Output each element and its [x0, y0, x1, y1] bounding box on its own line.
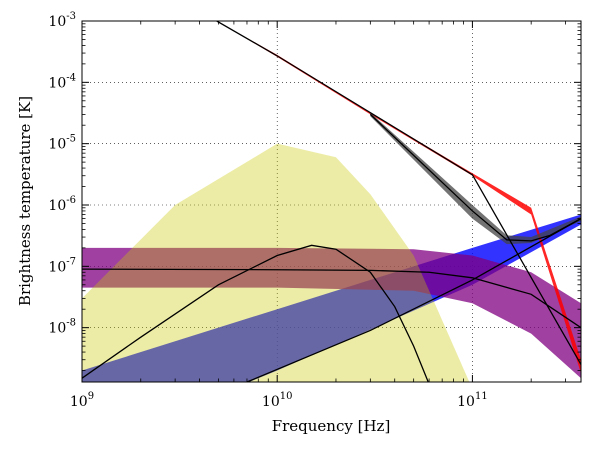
x-tick-label-base: 10	[457, 394, 475, 410]
x-tick-label-base: 10	[70, 394, 88, 410]
free-free-best-fit-line	[82, 268, 581, 329]
spinning-dust-best-fit-line	[82, 244, 429, 382]
series-lines	[82, 21, 581, 382]
y-tick-label: 10-3	[48, 11, 76, 30]
y-tick-label-exponent: -3	[66, 11, 76, 22]
y-tick-label: 10-5	[48, 134, 76, 153]
x-tick-label-exponent: 9	[88, 391, 94, 402]
y-tick-labels: 10-310-410-510-610-710-8	[48, 11, 76, 337]
cmb-best-fit-line	[216, 21, 581, 365]
plot-frame	[81, 20, 582, 383]
x-tick-label: 109	[70, 391, 94, 410]
y-tick-label: 10-4	[48, 72, 76, 91]
free-free-band	[82, 247, 581, 379]
y-tick-label-exponent: -5	[66, 134, 76, 145]
ticks	[81, 20, 581, 382]
y-tick-label: 10-6	[48, 195, 76, 214]
y-tick-label-base: 10	[48, 75, 66, 91]
x-axis-label: Frequency [Hz]	[272, 417, 391, 435]
y-tick-label: 10-7	[48, 256, 76, 275]
x-tick-label-exponent: 11	[475, 391, 488, 402]
y-tick-label-exponent: -6	[66, 195, 76, 206]
cmb-band	[216, 21, 581, 374]
y-tick-label-exponent: -4	[66, 72, 76, 83]
x-tick-label: 1011	[457, 391, 488, 410]
y-tick-label-base: 10	[48, 321, 66, 337]
series-bands	[82, 21, 581, 382]
y-tick-label: 10-8	[48, 318, 76, 337]
x-tick-label-exponent: 10	[280, 391, 293, 402]
spinning-dust-band	[82, 143, 470, 382]
x-tick-labels: 109 1010 1011	[70, 391, 488, 410]
y-tick-label-base: 10	[48, 137, 66, 153]
y-tick-label-base: 10	[48, 198, 66, 214]
y-tick-label-exponent: -7	[66, 256, 76, 267]
y-axis-label: Brightness temperature [K]	[16, 96, 34, 306]
synchrotron-best-fit-line	[246, 218, 581, 382]
x-tick-label-base: 10	[262, 394, 280, 410]
y-tick-label-exponent: -8	[66, 318, 76, 329]
y-tick-label-base: 10	[48, 259, 66, 275]
x-tick-label: 1010	[262, 391, 293, 410]
y-tick-label-base: 10	[48, 14, 66, 30]
total-band	[370, 112, 581, 245]
